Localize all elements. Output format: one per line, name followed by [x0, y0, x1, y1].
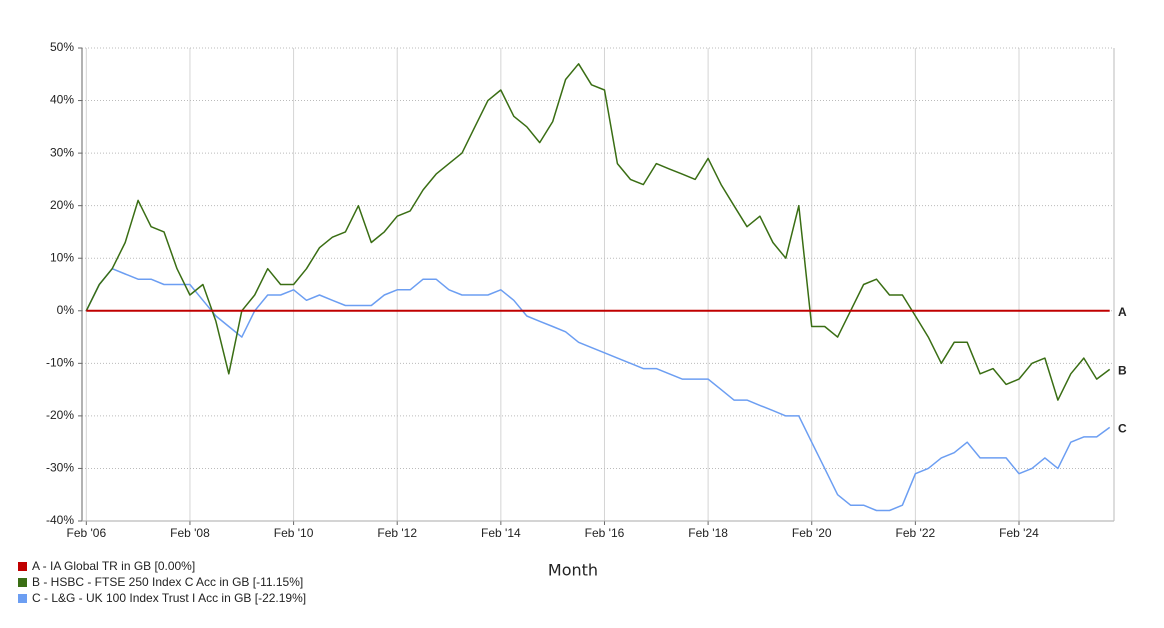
y-tick-label: -10% — [46, 356, 74, 370]
legend-swatch — [18, 562, 27, 571]
x-tick-label: Feb '18 — [688, 526, 728, 540]
legend-label: B - HSBC - FTSE 250 Index C Acc in GB [-… — [32, 575, 303, 589]
y-tick-label: -40% — [46, 513, 74, 527]
y-tick-label: 30% — [50, 145, 74, 159]
y-tick-label: 50% — [50, 40, 74, 54]
x-tick-label: Feb '16 — [585, 526, 625, 540]
y-tick-label: 20% — [50, 198, 74, 212]
series-end-label: A — [1118, 305, 1127, 319]
series-end-label: C — [1118, 422, 1127, 436]
x-tick-label: Feb '06 — [66, 526, 106, 540]
x-tick-label: Feb '20 — [792, 526, 832, 540]
x-tick-label: Feb '12 — [377, 526, 417, 540]
x-tick-label: Feb '14 — [481, 526, 521, 540]
y-tick-label: 40% — [50, 93, 74, 107]
x-tick-label: Feb '10 — [274, 526, 314, 540]
legend-swatch — [18, 594, 27, 603]
legend-label: A - IA Global TR in GB [0.00%] — [32, 559, 195, 573]
legend-swatch — [18, 578, 27, 587]
series-end-label: B — [1118, 364, 1127, 378]
y-tick-label: -30% — [46, 461, 74, 475]
series-line — [85, 63, 1111, 401]
x-axis-title: Month — [548, 561, 598, 580]
x-tick-label: Feb '22 — [896, 526, 936, 540]
x-tick-label: Feb '24 — [999, 526, 1039, 540]
y-tick-label: 10% — [50, 250, 74, 264]
series-line — [85, 267, 1111, 512]
x-tick-label: Feb '08 — [170, 526, 210, 540]
y-tick-label: -20% — [46, 408, 74, 422]
y-tick-label: 0% — [57, 303, 75, 317]
legend-label: C - L&G - UK 100 Index Trust I Acc in GB… — [32, 591, 306, 605]
